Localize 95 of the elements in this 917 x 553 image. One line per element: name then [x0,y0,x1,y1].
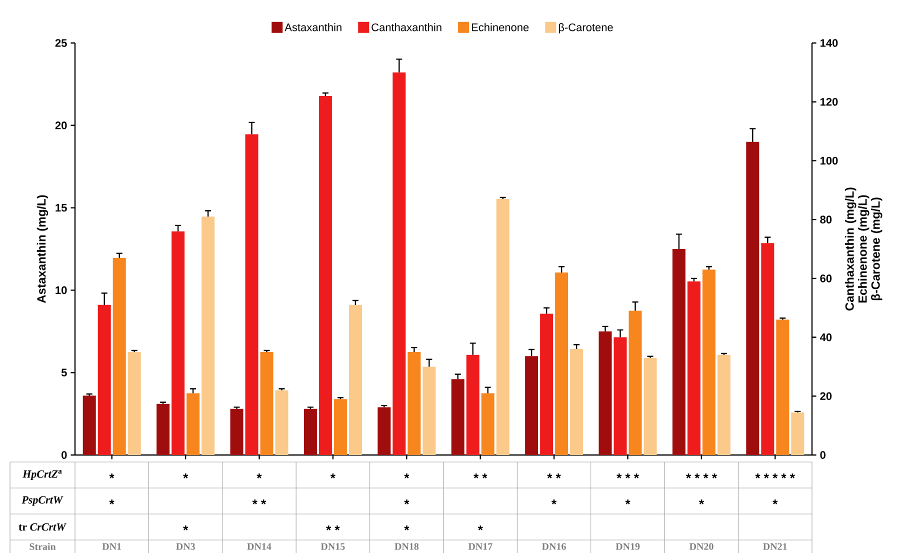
y-tick-label: 25 [55,39,67,47]
bar [570,349,584,455]
y2-axis-title: Canthaxanthin (mg/L) Echinenone (mg/L) β-Carotene (mg/L) [845,188,882,311]
x-tick-label: DN16 [542,543,566,550]
bar [761,243,774,455]
text: * [256,474,262,478]
y-tick-label: 15 [56,204,67,212]
bar [392,72,406,455]
x-axis-title: Strain [30,542,56,550]
y-axis-title: Astaxanthin (mg/L) [36,195,48,304]
text: * [478,526,483,530]
bar [598,331,612,455]
bar [614,337,627,455]
legend-label: Canthaxanthin [372,23,442,32]
y2-tick-label: 0 [820,451,826,459]
x-tick-label: DN15 [320,543,345,550]
bar [260,352,274,455]
bar [378,407,391,455]
y2-tick-label: 40 [820,333,832,342]
bar [186,393,200,455]
y2-tick-label: 80 [820,216,832,224]
bar [776,320,790,455]
y2-tick-label: 100 [820,156,838,165]
legend-label: Astaxanthin [284,23,342,32]
text: * [330,474,336,478]
text: * [404,474,410,478]
bar [525,356,538,455]
bar [702,270,716,455]
y-tick-label: 0 [62,451,67,459]
bar [496,198,510,455]
text: * [625,500,630,504]
text: * * [474,474,488,478]
bar [128,352,141,455]
x-tick-label: DN14 [247,543,272,550]
bar [540,314,554,455]
bar [98,304,111,455]
text: * [109,500,114,504]
bar [422,366,436,455]
y2-tick-label: 140 [820,39,838,47]
legend-label: β-Carotene [558,23,613,34]
bar [156,404,170,455]
bar [112,258,126,455]
bar [245,134,258,455]
bar [275,390,288,455]
y-tick-label: 20 [55,122,67,130]
text: HpCrtZ$^{a}$ [22,470,62,480]
text: * [404,526,410,530]
text: * * * * [686,474,718,478]
x-tick-label: DN17 [468,543,492,550]
bar [408,352,421,455]
bar [202,216,215,455]
y-tick-label: 5 [61,368,67,376]
text: * [404,500,410,504]
bar [451,379,464,455]
bar [304,408,317,455]
text: PspCrtW [22,496,64,506]
bar [481,393,494,455]
bar [230,408,244,455]
x-tick-label: DN20 [689,543,714,550]
bar [555,272,568,455]
bar [348,304,362,455]
x-tick-label: DN21 [763,543,787,550]
text: * [183,474,188,478]
text: * [772,500,778,504]
bar [628,310,642,455]
text: * * * * * [755,474,795,478]
y-tick-label: 10 [56,286,67,294]
text: * [109,474,114,478]
legend-label: Echinenone [472,23,529,32]
text: tr CrCrtW [18,523,67,531]
bar [82,396,96,455]
text: * * * [616,474,639,478]
bar [466,354,480,455]
text: * [699,500,704,504]
text: * [183,526,188,530]
text: * * [326,526,340,530]
text: * * [252,500,266,504]
bar [672,248,686,455]
y2-tick-label: 60 [820,274,832,282]
bar [791,412,804,455]
x-tick-label: DN18 [394,543,419,550]
text: * [552,500,557,504]
y2-tick-label: 20 [820,392,832,400]
x-tick-label: DN3 [176,543,195,550]
bar [717,354,730,455]
bar [318,96,332,455]
bar [746,142,760,455]
bar [644,358,657,455]
x-tick-label: DN19 [616,543,640,550]
bar [172,231,185,455]
x-tick-label: DN1 [102,543,122,550]
bar [334,399,347,455]
bar [687,281,700,455]
text: * * [547,474,561,478]
y2-tick-label: 120 [820,98,838,106]
